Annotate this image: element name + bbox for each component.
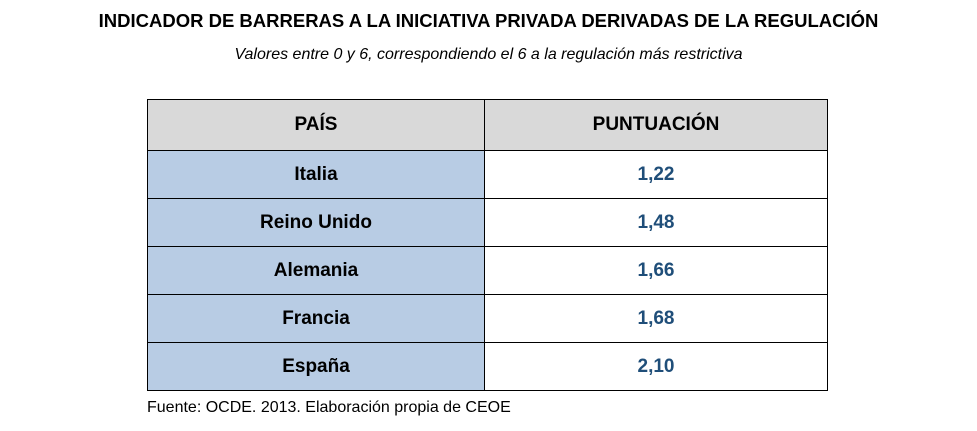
table-row: Francia 1,68 <box>147 294 828 343</box>
score-cell: 1,22 <box>484 150 828 199</box>
title: INDICADOR DE BARRERAS A LA INICIATIVA PR… <box>98 10 879 31</box>
country-cell: Francia <box>147 294 485 343</box>
score-cell: 1,68 <box>484 294 828 343</box>
table-row: Alemania 1,66 <box>147 246 828 295</box>
subtitle: Valores entre 0 y 6, correspondiendo el … <box>234 46 743 63</box>
country-cell: Reino Unido <box>147 198 485 247</box>
score-cell: 2,10 <box>484 342 828 391</box>
table-row: España 2,10 <box>147 342 828 391</box>
column-header: PAÍS <box>147 99 485 151</box>
table: PAÍS PUNTUACIÓN Italia 1,22 Reino Unido 1,48… <box>147 99 828 391</box>
table-row: Italia 1,22 <box>147 150 828 199</box>
header-row: PAÍS PUNTUACIÓN <box>147 99 828 151</box>
country-cell: Italia <box>147 150 485 199</box>
country-cell: Alemania <box>147 246 485 295</box>
score-cell: 1,66 <box>484 246 828 295</box>
table-row: Reino Unido 1,48 <box>147 198 828 247</box>
column-header: PUNTUACIÓN <box>484 99 828 151</box>
score-cell: 1,48 <box>484 198 828 247</box>
table-body: Italia 1,22 Reino Unido 1,48 Alemania 1,66 Fra… <box>147 150 828 391</box>
source: Fuente: OCDE. 2013. Elaboración propia d… <box>147 399 511 416</box>
country-cell: España <box>147 342 485 391</box>
